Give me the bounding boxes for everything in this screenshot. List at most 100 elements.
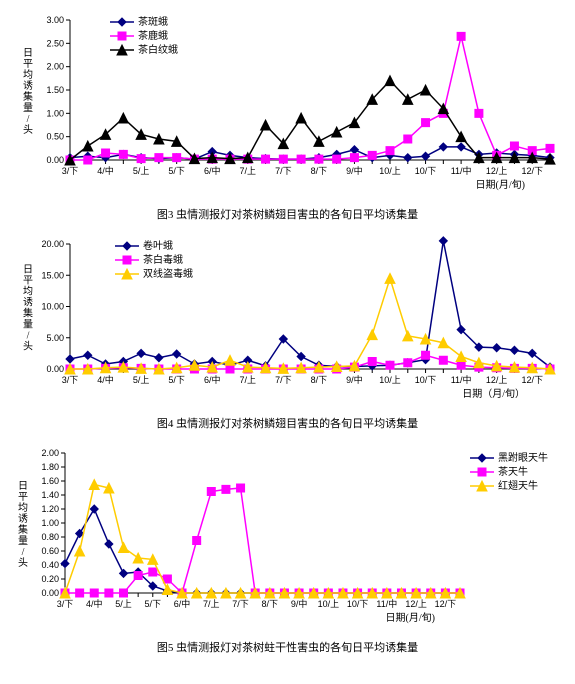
svg-text:诱: 诱 bbox=[18, 512, 28, 525]
ytick-label: 1.80 bbox=[41, 462, 59, 472]
xtick-label: 4/中 bbox=[86, 598, 103, 609]
svg-text:日: 日 bbox=[18, 481, 28, 492]
series-marker bbox=[386, 361, 394, 369]
xtick-label: 6/中 bbox=[204, 165, 221, 176]
series-marker bbox=[421, 85, 431, 95]
series-marker bbox=[546, 144, 554, 152]
series-marker bbox=[90, 589, 98, 597]
series-marker bbox=[84, 156, 92, 164]
ytick-label: 3.00 bbox=[46, 15, 64, 25]
series-marker bbox=[457, 361, 465, 369]
xtick-label: 10/上 bbox=[379, 375, 401, 385]
series-marker bbox=[89, 480, 99, 490]
series-marker bbox=[368, 358, 376, 366]
series-marker bbox=[66, 355, 74, 363]
xtick-label: 8/下 bbox=[262, 599, 279, 609]
series-marker bbox=[386, 147, 394, 155]
series-marker bbox=[315, 155, 323, 163]
series-marker bbox=[350, 154, 358, 162]
xtick-label: 7/下 bbox=[232, 599, 249, 609]
xtick-label: 7/下 bbox=[275, 375, 292, 385]
series-marker bbox=[350, 146, 358, 154]
series-line-2 bbox=[70, 81, 550, 160]
series-marker bbox=[457, 143, 465, 151]
series-marker bbox=[105, 589, 113, 597]
xtick-label: 5/下 bbox=[168, 375, 185, 385]
series-marker bbox=[137, 155, 145, 163]
series-marker bbox=[134, 572, 142, 580]
xtick-label: 4/中 bbox=[97, 374, 114, 385]
y-axis-label: 日平均诱集量/头 bbox=[23, 265, 33, 353]
legend: 卷叶蛾茶白毒蛾双线盗毒蛾 bbox=[115, 239, 193, 280]
series-marker bbox=[102, 149, 110, 157]
chart5-block: 0.000.200.400.600.801.001.201.401.601.80… bbox=[10, 443, 565, 655]
y-axis-label: 日平均诱集量/头 bbox=[18, 481, 28, 569]
ytick-label: 1.00 bbox=[41, 518, 59, 528]
ytick-label: 2.00 bbox=[46, 62, 64, 72]
series-marker bbox=[439, 356, 447, 364]
svg-text:量: 量 bbox=[18, 535, 28, 547]
series-marker bbox=[332, 127, 342, 137]
xtick-label: 10/上 bbox=[318, 599, 340, 609]
xtick-label: 5/上 bbox=[133, 166, 150, 176]
xtick-label: 10/下 bbox=[415, 375, 437, 385]
series-marker bbox=[457, 32, 465, 40]
xtick-label: 5/下 bbox=[145, 599, 162, 609]
svg-text:头: 头 bbox=[23, 124, 33, 136]
svg-text:集: 集 bbox=[23, 307, 33, 320]
series-marker bbox=[297, 155, 305, 163]
series-marker bbox=[149, 568, 157, 576]
legend-label: 双线盗毒蛾 bbox=[143, 267, 193, 280]
series-marker bbox=[225, 355, 235, 365]
x-axis-label: 日期（月/旬） bbox=[462, 387, 525, 400]
xtick-label: 7/上 bbox=[240, 375, 257, 385]
xtick-label: 12/上 bbox=[405, 599, 427, 609]
xtick-label: 12/上 bbox=[486, 375, 508, 385]
ytick-label: 1.00 bbox=[46, 108, 64, 118]
svg-text:日: 日 bbox=[23, 48, 33, 59]
series-marker bbox=[367, 330, 377, 340]
series-marker bbox=[456, 132, 466, 142]
xtick-label: 4/中 bbox=[97, 165, 114, 176]
svg-text:/: / bbox=[27, 114, 30, 125]
series-marker bbox=[84, 351, 92, 359]
svg-text:/: / bbox=[27, 331, 30, 342]
series-marker bbox=[119, 543, 129, 553]
xtick-label: 10/下 bbox=[347, 599, 369, 609]
chart5-caption: 图5 虫情测报灯对茶树蛀干性害虫的各旬日平均诱集量 bbox=[10, 639, 565, 655]
xtick-label: 9/中 bbox=[291, 598, 308, 609]
xtick-label: 12/上 bbox=[486, 166, 508, 176]
series-marker bbox=[237, 484, 245, 492]
series-marker bbox=[439, 143, 447, 151]
legend: 茶斑蛾茶鹿蛾茶白纹蛾 bbox=[110, 15, 178, 56]
series-marker bbox=[422, 152, 430, 160]
series-marker bbox=[422, 351, 430, 359]
svg-text:头: 头 bbox=[23, 341, 33, 353]
xtick-label: 6/中 bbox=[174, 598, 191, 609]
chart3-caption: 图3 虫情测报灯对茶树鳞翅目害虫的各旬日平均诱集量 bbox=[10, 206, 565, 222]
ytick-label: 0.40 bbox=[41, 560, 59, 570]
series-marker bbox=[193, 537, 201, 545]
series-marker bbox=[173, 154, 181, 162]
series-marker bbox=[120, 589, 128, 597]
legend-label: 茶鹿蛾 bbox=[138, 29, 168, 42]
xtick-label: 7/上 bbox=[240, 166, 257, 176]
svg-text:集: 集 bbox=[18, 523, 28, 536]
legend: 黑跗眼天牛茶天牛红翅天牛 bbox=[470, 451, 548, 492]
svg-text:均: 均 bbox=[18, 502, 28, 514]
series-marker bbox=[105, 540, 113, 548]
ytick-label: 0.80 bbox=[41, 532, 59, 542]
series-marker bbox=[475, 109, 483, 117]
series-marker bbox=[404, 135, 412, 143]
series-marker bbox=[75, 546, 85, 556]
xtick-label: 7/下 bbox=[275, 166, 292, 176]
ytick-label: 0.00 bbox=[41, 588, 59, 598]
xtick-label: 11/中 bbox=[376, 598, 397, 609]
ytick-label: 0.20 bbox=[41, 574, 59, 584]
xtick-label: 5/上 bbox=[115, 599, 132, 609]
ytick-label: 2.00 bbox=[41, 448, 59, 458]
ytick-label: 1.20 bbox=[41, 504, 59, 514]
svg-text:平: 平 bbox=[23, 276, 33, 287]
xtick-label: 10/下 bbox=[415, 166, 437, 176]
series-marker bbox=[226, 365, 234, 373]
